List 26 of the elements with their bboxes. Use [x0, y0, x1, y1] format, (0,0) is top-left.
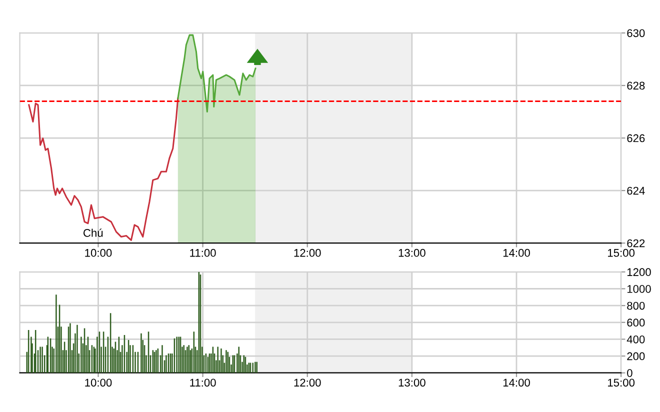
y-tick-label: 1200 — [627, 268, 651, 276]
y-tick-label: 600 — [627, 318, 645, 327]
x-tick-label: 14:00 — [503, 378, 530, 387]
y-tick-label: 622 — [627, 239, 645, 248]
x-tick-label: 15:00 — [608, 248, 635, 257]
y-tick-label: 624 — [627, 186, 645, 195]
x-tick-label: 14:00 — [503, 248, 530, 257]
y-tick-label: 1000 — [627, 285, 651, 293]
y-tick-label: 626 — [627, 134, 645, 142]
y-tick-label: 200 — [627, 352, 645, 360]
y-tick-label: 628 — [627, 82, 645, 90]
y-tick-label: 400 — [626, 335, 645, 344]
y-tick-label: 800 — [627, 302, 645, 310]
line-series — [28, 98, 179, 241]
x-tick-label: 10:00 — [85, 248, 112, 257]
x-tick-label: 11:00 — [190, 248, 216, 257]
y-tick-label: 630 — [627, 29, 645, 38]
x-tick-label: 15:00 — [608, 378, 635, 387]
x-tick-label: 12:00 — [294, 248, 321, 257]
x-tick-label: 10:00 — [85, 378, 112, 387]
y-tick-label: 0 — [627, 369, 632, 377]
x-tick-label: 13:00 — [398, 248, 426, 257]
x-tick-label: 12:00 — [294, 378, 321, 387]
annotation: Chú — [83, 228, 103, 237]
x-tick-label: 11:00 — [190, 378, 216, 387]
x-tick-label: 13:00 — [398, 378, 426, 387]
